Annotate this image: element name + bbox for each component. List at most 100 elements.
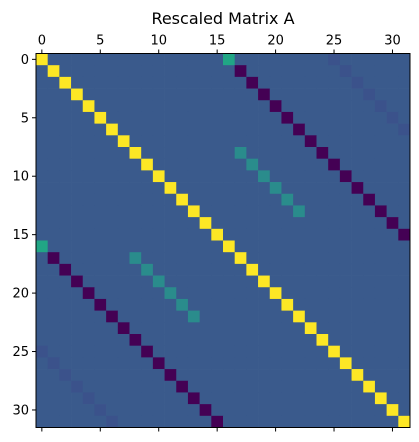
heatmap-cell-30-28 [363,404,376,417]
heatmap-cell-27-11 [164,369,177,382]
heatmap-cell-20-9 [141,287,154,300]
heatmap-cell-30-5 [94,404,107,417]
heatmap-cell-19-24 [316,275,329,288]
heatmap-cell-27-8 [129,369,142,382]
heatmap-cell-24-30 [386,334,399,347]
heatmap-cell-19-22 [293,275,306,288]
heatmap-cell-13-5 [94,205,107,218]
heatmap-cell-15-11 [164,228,177,241]
heatmap-cell-31-4 [82,415,95,428]
heatmap-cell-10-4 [82,170,95,183]
heatmap-cell-4-21 [281,100,294,113]
heatmap-cell-2-4 [82,76,95,89]
heatmap-cell-7-0 [36,135,49,148]
heatmap-cell-30-4 [82,404,95,417]
heatmap-cell-26-19 [258,357,271,370]
heatmap-cell-18-17 [234,263,247,276]
heatmap-cell-3-13 [187,88,200,101]
heatmap-cell-6-22 [293,123,306,136]
heatmap-cell-2-12 [176,76,189,89]
heatmap-cell-9-30 [386,158,399,171]
heatmap-cell-6-18 [246,123,259,136]
heatmap-cell-7-11 [164,135,177,148]
heatmap-cell-12-30 [386,193,399,206]
heatmap-cell-30-31 [398,404,411,417]
heatmap-cell-20-10 [152,287,165,300]
heatmap-cell-7-14 [199,135,212,148]
heatmap-cell-29-29 [374,392,387,405]
heatmap-cell-2-3 [71,76,84,89]
heatmap-cell-18-27 [351,263,364,276]
heatmap-cell-2-14 [199,76,212,89]
heatmap-cell-30-20 [269,404,282,417]
heatmap-cell-14-29 [374,217,387,230]
heatmap-cell-27-22 [293,369,306,382]
heatmap-cell-30-9 [141,404,154,417]
heatmap-cell-28-5 [94,380,107,393]
heatmap-cell-18-11 [164,263,177,276]
heatmap-cell-7-19 [258,135,271,148]
heatmap-cell-17-4 [82,252,95,265]
heatmap-cell-18-12 [176,263,189,276]
heatmap-cell-21-30 [386,298,399,311]
y-tick-label-15: 15 [12,228,29,243]
heatmap-cell-8-26 [339,147,352,160]
heatmap-cell-24-3 [71,334,84,347]
heatmap-cell-24-2 [59,334,72,347]
heatmap-cell-31-18 [246,415,259,428]
heatmap-cell-20-21 [281,287,294,300]
heatmap-cell-12-29 [374,193,387,206]
heatmap-cell-6-10 [152,123,165,136]
heatmap-cell-13-3 [71,205,84,218]
plot-frame [35,53,411,428]
heatmap-cell-12-20 [269,193,282,206]
heatmap-cell-30-24 [316,404,329,417]
heatmap-cell-21-24 [316,298,329,311]
heatmap-cell-11-4 [82,182,95,195]
heatmap-cell-16-8 [129,240,142,253]
heatmap-cell-18-29 [374,263,387,276]
heatmap-cell-27-9 [141,369,154,382]
heatmap-cell-9-9 [141,158,154,171]
heatmap-cell-7-16 [223,135,236,148]
heatmap-cell-26-10 [152,357,165,370]
heatmap-cell-13-31 [398,205,411,218]
heatmap-cell-10-21 [281,170,294,183]
heatmap-cell-17-23 [304,252,317,265]
heatmap-cell-23-29 [374,322,387,335]
heatmap-cell-7-9 [141,135,154,148]
heatmap-cell-1-27 [351,65,364,78]
heatmap-cell-23-18 [246,322,259,335]
heatmap-cell-23-4 [82,322,95,335]
heatmap-cell-26-18 [246,357,259,370]
heatmap-cell-26-2 [59,357,72,370]
heatmap-cell-19-13 [187,275,200,288]
heatmap-cell-3-4 [82,88,95,101]
heatmap-cell-4-9 [141,100,154,113]
heatmap-cell-30-18 [246,404,259,417]
heatmap-cell-3-25 [328,88,341,101]
heatmap-cell-9-2 [59,158,72,171]
heatmap-cell-10-20 [269,170,282,183]
heatmap-cell-12-28 [363,193,376,206]
heatmap-cell-3-6 [106,88,119,101]
heatmap-cell-8-29 [374,147,387,160]
heatmap-cell-27-18 [246,369,259,382]
heatmap-cell-12-1 [47,193,60,206]
heatmap-cell-17-18 [246,252,259,265]
heatmap-cell-24-12 [176,334,189,347]
heatmap-cell-23-11 [164,322,177,335]
heatmap-cell-27-5 [94,369,107,382]
heatmap-cell-4-17 [234,100,247,113]
heatmap-cell-15-23 [304,228,317,241]
heatmap-cell-28-14 [199,380,212,393]
heatmap-cell-31-14 [199,415,212,428]
heatmap-cell-15-22 [293,228,306,241]
heatmap-cell-22-24 [316,310,329,323]
heatmap-cell-30-16 [223,404,236,417]
heatmap-cell-11-6 [106,182,119,195]
heatmap-cell-1-25 [328,65,341,78]
heatmap-cell-17-28 [363,252,376,265]
heatmap-cell-19-7 [117,275,130,288]
heatmap-cell-23-20 [269,322,282,335]
